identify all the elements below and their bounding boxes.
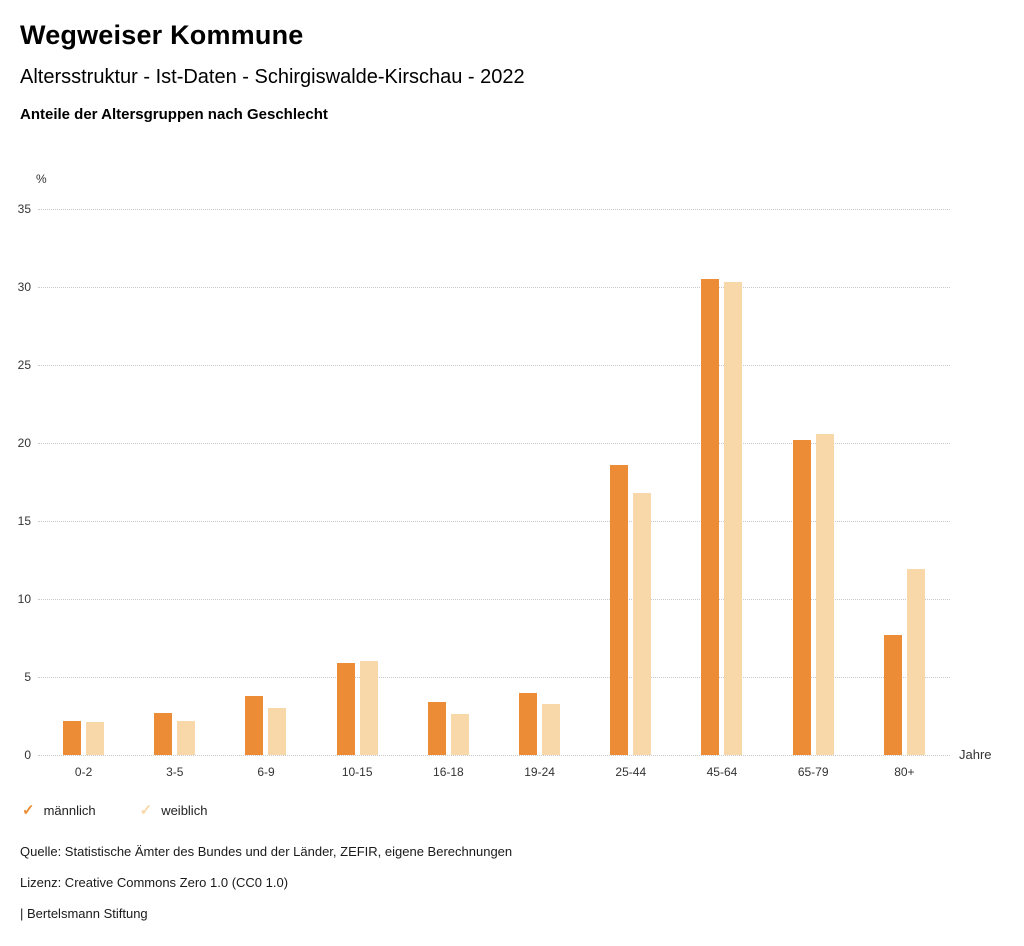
bar-männlich-6-9 xyxy=(245,695,264,755)
bar-männlich-10-15 xyxy=(336,662,355,755)
bar-weiblich-25-44 xyxy=(633,492,652,755)
bar-weiblich-16-18 xyxy=(450,714,469,755)
bar-weiblich-80+ xyxy=(906,569,925,755)
bar-weiblich-19-24 xyxy=(542,703,561,755)
x-axis-unit-label: Jahre xyxy=(959,747,992,762)
legend-label: männlich xyxy=(43,803,96,818)
bar-weiblich-3-5 xyxy=(177,720,196,755)
bar-weiblich-6-9 xyxy=(268,708,287,755)
x-axis-tick-label: 0-2 xyxy=(74,765,93,779)
y-axis-unit-label: % xyxy=(36,172,47,186)
chart-plot-area: Jahre 0 5 10 15 20 25 30 35 0-2 3-5 6-9 10-15 16-18 1… xyxy=(18,202,992,779)
bar-weiblich-45-64 xyxy=(724,282,743,755)
x-axis-tick-label: 19-24 xyxy=(524,765,555,779)
bar-männlich-25-44 xyxy=(610,464,629,755)
legend-label: weiblich xyxy=(161,803,208,818)
attribution-text: | Bertelsmann Stiftung xyxy=(20,906,148,921)
legend-item-weiblich: ✓ weiblich xyxy=(140,803,208,818)
y-axis-tick-label: 15 xyxy=(17,514,31,528)
bar-group-10-15 xyxy=(312,209,403,755)
x-axis-tick-label: 65-79 xyxy=(797,765,829,779)
bar-männlich-19-24 xyxy=(519,692,538,755)
bar-männlich-45-64 xyxy=(701,279,720,755)
x-axis-tick-label: 25-44 xyxy=(615,765,647,779)
bar-weiblich-10-15 xyxy=(359,661,378,755)
gridline xyxy=(38,365,950,366)
bar-group-65-79 xyxy=(768,209,859,755)
y-axis-tick-label: 5 xyxy=(24,670,31,684)
bar-group-45-64 xyxy=(676,209,767,755)
gridline xyxy=(38,599,950,600)
x-axis-tick-label: 45-64 xyxy=(706,765,738,779)
gridline xyxy=(38,755,950,756)
bar-männlich-3-5 xyxy=(154,712,173,755)
bar-group-19-24 xyxy=(494,209,585,755)
gridline xyxy=(38,287,950,288)
x-axis-tick-label: 6-9 xyxy=(257,765,275,779)
y-axis-tick-label: 25 xyxy=(17,358,31,372)
y-axis-tick-label: 35 xyxy=(17,202,31,216)
bar-group-3-5 xyxy=(129,209,220,755)
y-axis-tick-label: 20 xyxy=(17,436,31,450)
bar-group-80+ xyxy=(859,209,950,755)
bar-weiblich-65-79 xyxy=(815,433,834,755)
source-text: Quelle: Statistische Ämter des Bundes un… xyxy=(20,844,513,859)
bar-group-6-9 xyxy=(220,209,311,755)
x-axis-tick-label: 3-5 xyxy=(166,765,184,779)
x-axis-tick-label: 10-15 xyxy=(341,765,373,779)
gridline xyxy=(38,521,950,522)
bar-männlich-80+ xyxy=(883,634,902,755)
bar-group-25-44 xyxy=(585,209,676,755)
gridline xyxy=(38,443,950,444)
legend-item-männlich: ✓ männlich xyxy=(22,803,96,818)
checkmark-icon: ✓ xyxy=(139,802,153,819)
bar-männlich-65-79 xyxy=(792,439,811,755)
chart-legend: ✓ männlich ✓ weiblich xyxy=(22,803,207,818)
gridline xyxy=(38,209,950,210)
page-title: Wegweiser Kommune xyxy=(20,20,304,50)
y-axis-tick-label: 10 xyxy=(17,592,31,606)
bar-group-16-18 xyxy=(403,209,494,755)
bar-weiblich-0-2 xyxy=(86,722,105,755)
license-text: Lizenz: Creative Commons Zero 1.0 (CC0 1… xyxy=(20,875,289,890)
gridline xyxy=(38,677,950,678)
checkmark-icon: ✓ xyxy=(22,802,35,819)
chart-subtitle: Altersstruktur - Ist-Daten - Schirgiswal… xyxy=(20,66,525,88)
chart-subheading: Anteile der Altersgruppen nach Geschlech… xyxy=(20,106,328,123)
y-axis-tick-label: 30 xyxy=(17,280,31,294)
bar-group-0-2 xyxy=(38,209,129,755)
x-axis-tick-label: 16-18 xyxy=(433,765,464,779)
bar-männlich-16-18 xyxy=(427,701,446,755)
x-axis-tick-label: 80+ xyxy=(894,765,915,779)
bar-männlich-0-2 xyxy=(63,720,82,755)
y-axis-tick-label: 0 xyxy=(24,748,31,762)
